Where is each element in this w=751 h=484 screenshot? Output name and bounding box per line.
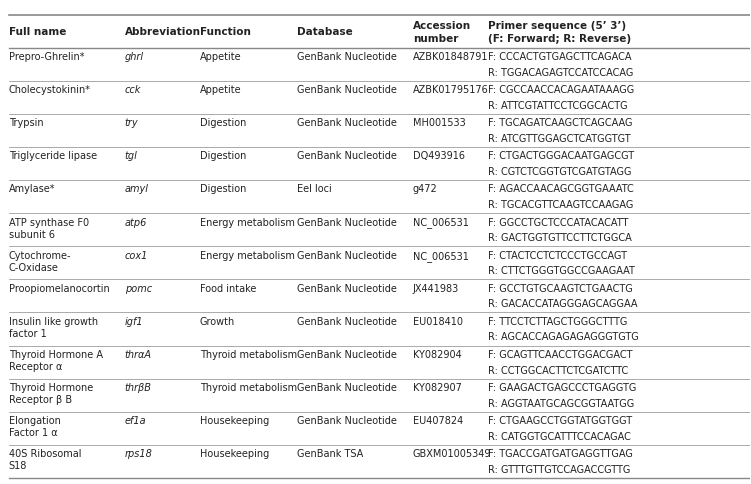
Text: 40S Ribosomal
S18: 40S Ribosomal S18 bbox=[9, 448, 81, 470]
Text: Thyroid Hormone
Receptor β B: Thyroid Hormone Receptor β B bbox=[9, 382, 93, 405]
Text: Appetite: Appetite bbox=[200, 85, 241, 95]
Text: igf1: igf1 bbox=[125, 316, 143, 326]
Text: F: CTGACTGGGACAATGAGCGT: F: CTGACTGGGACAATGAGCGT bbox=[487, 151, 634, 161]
Text: cox1: cox1 bbox=[125, 250, 148, 260]
Text: F: CTACTCCTCTCCCTGCCAGT: F: CTACTCCTCTCCCTGCCAGT bbox=[487, 250, 627, 260]
Text: Thyroid metabolism: Thyroid metabolism bbox=[200, 349, 297, 359]
Text: JX441983: JX441983 bbox=[413, 283, 459, 293]
Text: KY082904: KY082904 bbox=[413, 349, 462, 359]
Text: Thyroid metabolism: Thyroid metabolism bbox=[200, 382, 297, 392]
Text: R: CCTGGCACTTCTCGATCTTC: R: CCTGGCACTTCTCGATCTTC bbox=[487, 365, 628, 375]
Text: GenBank Nucleotide: GenBank Nucleotide bbox=[297, 283, 397, 293]
Text: GenBank Nucleotide: GenBank Nucleotide bbox=[297, 52, 397, 62]
Text: R: TGCACGTTCAAGTCCAAGAG: R: TGCACGTTCAAGTCCAAGAG bbox=[487, 200, 633, 210]
Text: F: GGCCTGCTCCCATACACATT: F: GGCCTGCTCCCATACACATT bbox=[487, 217, 628, 227]
Text: R: CGTCTCGGTGTCGATGTAGG: R: CGTCTCGGTGTCGATGTAGG bbox=[487, 167, 632, 177]
Text: AZBK01795176: AZBK01795176 bbox=[413, 85, 489, 95]
Text: R: ATCGTTGGAGCTCATGGTGT: R: ATCGTTGGAGCTCATGGTGT bbox=[487, 134, 630, 144]
Text: Insulin like growth
factor 1: Insulin like growth factor 1 bbox=[9, 316, 98, 338]
Text: Digestion: Digestion bbox=[200, 184, 246, 194]
Text: thrαA: thrαA bbox=[125, 349, 152, 359]
Text: g472: g472 bbox=[413, 184, 438, 194]
Text: R: CTTCTGGGTGGCCGAAGAAT: R: CTTCTGGGTGGCCGAAGAAT bbox=[487, 266, 635, 276]
Text: Eel loci: Eel loci bbox=[297, 184, 332, 194]
Text: Triglyceride lipase: Triglyceride lipase bbox=[9, 151, 97, 161]
Text: GenBank Nucleotide: GenBank Nucleotide bbox=[297, 382, 397, 392]
Text: Trypsin: Trypsin bbox=[9, 118, 44, 128]
Text: GenBank Nucleotide: GenBank Nucleotide bbox=[297, 250, 397, 260]
Text: R: AGGTAATGCAGCGGTAATGG: R: AGGTAATGCAGCGGTAATGG bbox=[487, 398, 634, 408]
Text: Growth: Growth bbox=[200, 316, 235, 326]
Text: GenBank Nucleotide: GenBank Nucleotide bbox=[297, 217, 397, 227]
Text: pomc: pomc bbox=[125, 283, 152, 293]
Text: Accession
number: Accession number bbox=[413, 21, 471, 44]
Text: Prepro-Ghrelin*: Prepro-Ghrelin* bbox=[9, 52, 84, 62]
Text: F: CCCACTGTGAGCTTCAGACA: F: CCCACTGTGAGCTTCAGACA bbox=[487, 52, 632, 62]
Text: Thyroid Hormone A
Receptor α: Thyroid Hormone A Receptor α bbox=[9, 349, 103, 371]
Text: Cytochrome-
C-Oxidase: Cytochrome- C-Oxidase bbox=[9, 250, 71, 272]
Text: DQ493916: DQ493916 bbox=[413, 151, 465, 161]
Text: Food intake: Food intake bbox=[200, 283, 256, 293]
Text: F: TTCCTCTTAGCTGGGCTTTG: F: TTCCTCTTAGCTGGGCTTTG bbox=[487, 316, 627, 326]
Text: Proopiomelanocortin: Proopiomelanocortin bbox=[9, 283, 110, 293]
Text: R: ATTCGTATTCCTCGGCACTG: R: ATTCGTATTCCTCGGCACTG bbox=[487, 101, 627, 111]
Text: MH001533: MH001533 bbox=[413, 118, 466, 128]
Text: F: CTGAAGCCTGGTATGGTGGT: F: CTGAAGCCTGGTATGGTGGT bbox=[487, 415, 632, 425]
Text: F: TGACCGATGATGAGGTTGAG: F: TGACCGATGATGAGGTTGAG bbox=[487, 448, 632, 458]
Text: Energy metabolism: Energy metabolism bbox=[200, 217, 294, 227]
Text: amyl: amyl bbox=[125, 184, 149, 194]
Text: GenBank Nucleotide: GenBank Nucleotide bbox=[297, 349, 397, 359]
Text: ghrl: ghrl bbox=[125, 52, 144, 62]
Text: cck: cck bbox=[125, 85, 141, 95]
Text: F: AGACCAACAGCGGTGAAATC: F: AGACCAACAGCGGTGAAATC bbox=[487, 184, 634, 194]
Text: Cholecystokinin*: Cholecystokinin* bbox=[9, 85, 91, 95]
Text: GenBank Nucleotide: GenBank Nucleotide bbox=[297, 118, 397, 128]
Text: Function: Function bbox=[200, 27, 251, 37]
Text: Primer sequence (5’ 3’)
(F: Forward; R: Reverse): Primer sequence (5’ 3’) (F: Forward; R: … bbox=[487, 21, 631, 44]
Text: R: GACACCATAGGGAGCAGGAA: R: GACACCATAGGGAGCAGGAA bbox=[487, 299, 638, 309]
Text: Housekeeping: Housekeeping bbox=[200, 448, 269, 458]
Text: R: AGCACCAGAGAGAGGGTGTG: R: AGCACCAGAGAGAGGGTGTG bbox=[487, 332, 638, 342]
Text: GenBank TSA: GenBank TSA bbox=[297, 448, 363, 458]
Text: rps18: rps18 bbox=[125, 448, 152, 458]
Text: Digestion: Digestion bbox=[200, 151, 246, 161]
Text: Full name: Full name bbox=[9, 27, 66, 37]
Text: R: GTTTGTTGTCCAGACCGTTG: R: GTTTGTTGTCCAGACCGTTG bbox=[487, 464, 630, 474]
Text: GenBank Nucleotide: GenBank Nucleotide bbox=[297, 85, 397, 95]
Text: NC_006531: NC_006531 bbox=[413, 217, 469, 228]
Text: EU407824: EU407824 bbox=[413, 415, 463, 425]
Text: F: GAAGACTGAGCCCTGAGGTG: F: GAAGACTGAGCCCTGAGGTG bbox=[487, 382, 636, 392]
Text: F: CGCCAACCACAGAATAAAGG: F: CGCCAACCACAGAATAAAGG bbox=[487, 85, 634, 95]
Text: ef1a: ef1a bbox=[125, 415, 146, 425]
Text: NC_006531: NC_006531 bbox=[413, 250, 469, 261]
Text: Digestion: Digestion bbox=[200, 118, 246, 128]
Text: R: TGGACAGAGTCCATCCACAG: R: TGGACAGAGTCCATCCACAG bbox=[487, 68, 633, 78]
Text: R: GACTGGTGTTCCTTCTGGCA: R: GACTGGTGTTCCTTCTGGCA bbox=[487, 233, 632, 243]
Text: Energy metabolism: Energy metabolism bbox=[200, 250, 294, 260]
Text: F: TGCAGATCAAGCTCAGCAAG: F: TGCAGATCAAGCTCAGCAAG bbox=[487, 118, 632, 128]
Text: Elongation
Factor 1 α: Elongation Factor 1 α bbox=[9, 415, 61, 438]
Text: tgl: tgl bbox=[125, 151, 137, 161]
Text: KY082907: KY082907 bbox=[413, 382, 462, 392]
Text: AZBK01848791: AZBK01848791 bbox=[413, 52, 488, 62]
Text: EU018410: EU018410 bbox=[413, 316, 463, 326]
Text: try: try bbox=[125, 118, 138, 128]
Text: GenBank Nucleotide: GenBank Nucleotide bbox=[297, 415, 397, 425]
Text: Amylase*: Amylase* bbox=[9, 184, 56, 194]
Text: Database: Database bbox=[297, 27, 353, 37]
Text: atp6: atp6 bbox=[125, 217, 147, 227]
Text: GBXM01005349: GBXM01005349 bbox=[413, 448, 491, 458]
Text: ATP synthase F0
subunit 6: ATP synthase F0 subunit 6 bbox=[9, 217, 89, 240]
Text: Appetite: Appetite bbox=[200, 52, 241, 62]
Text: Abbreviation: Abbreviation bbox=[125, 27, 201, 37]
Text: Housekeeping: Housekeeping bbox=[200, 415, 269, 425]
Text: R: CATGGTGCATTTCCACAGAC: R: CATGGTGCATTTCCACAGAC bbox=[487, 431, 631, 441]
Text: GenBank Nucleotide: GenBank Nucleotide bbox=[297, 316, 397, 326]
Text: F: GCAGTTCAACCTGGACGACT: F: GCAGTTCAACCTGGACGACT bbox=[487, 349, 632, 359]
Text: thrβB: thrβB bbox=[125, 382, 152, 392]
Text: GenBank Nucleotide: GenBank Nucleotide bbox=[297, 151, 397, 161]
Text: F: GCCTGTGCAAGTCTGAACTG: F: GCCTGTGCAAGTCTGAACTG bbox=[487, 283, 632, 293]
